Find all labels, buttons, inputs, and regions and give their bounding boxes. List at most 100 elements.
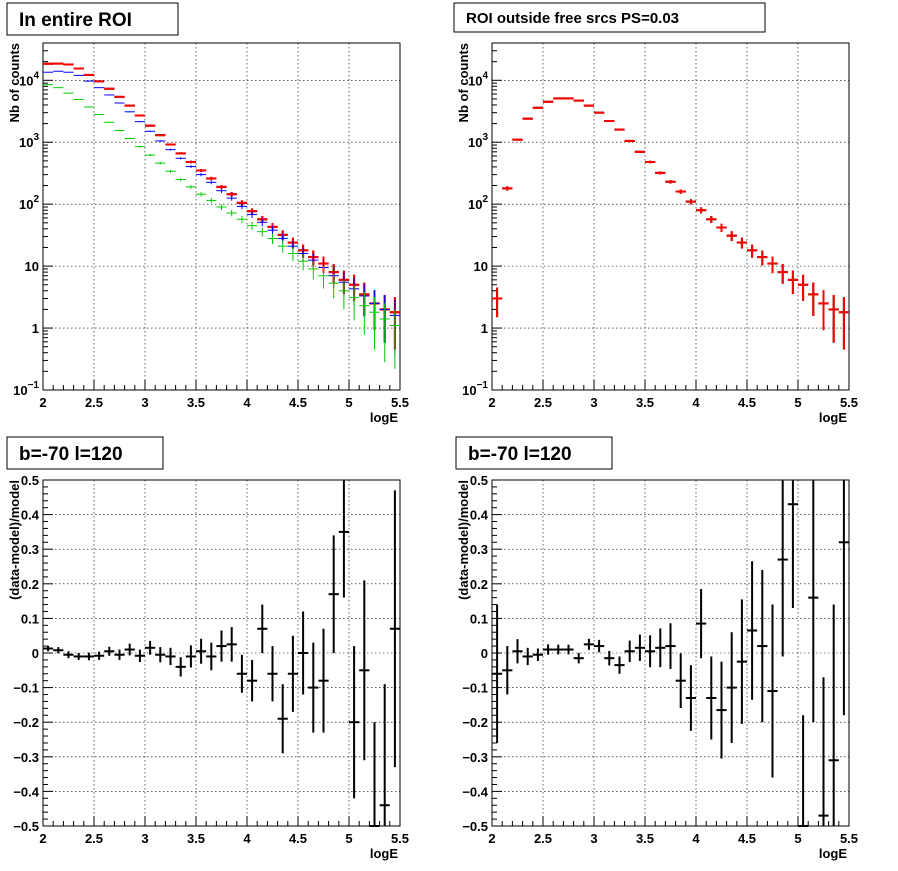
x-tick-label: 4.5 [289,395,307,410]
data-point [63,71,74,73]
data-point [73,74,84,76]
data-point [594,111,605,114]
x-axis-title: logE [819,846,847,861]
data-point [236,203,247,210]
data-point [185,165,196,168]
data-point [308,642,319,733]
data-point [257,218,268,227]
chart-panel-4: b=-70 l=120 2 2.5 3 3.5 4 4.5 5 5.5 −0.5 −0.4 −0.3 −… [455,436,858,861]
x-tick-label: 5.5 [391,395,409,410]
data-point [104,94,115,96]
plot-frame [491,42,850,391]
data-point [124,643,135,656]
x-tick-label: 4 [243,831,251,846]
data-point [685,199,696,205]
data-point [573,99,584,102]
data-point [757,569,768,723]
y-tick-label: −0.4 [462,784,488,799]
data-point [298,611,309,695]
data-point [553,97,564,100]
x-axis-title: logE [370,846,398,861]
data-point [236,654,247,693]
data-point [726,632,737,743]
y-axis-title: (data-model)/model [456,480,471,600]
data-point [359,292,370,335]
data-point [777,264,788,284]
x-axis-title: logE [819,410,847,425]
data-point [338,279,349,310]
y-tick-label: −0.4 [13,784,39,799]
chart-panel-1: In entire ROI 2 2.5 3 3.5 4 4.5 5 5.5 10−1 1 10 102 1… [6,2,409,425]
data-point [145,154,156,157]
y-tick-label: 0.2 [21,577,39,592]
y-axis-title: Nb of counts [7,43,22,122]
series-4 [43,84,400,369]
data-point [43,645,54,652]
data-point [155,647,166,663]
data-point [665,623,676,669]
x-tick-label: 3.5 [187,395,205,410]
data-point [389,490,400,768]
data-point [216,188,227,193]
data-point [736,237,747,249]
data-point [206,198,217,204]
series-3 [43,70,400,358]
y-tick-label: 10−1 [462,380,488,398]
data-point [114,649,125,660]
data-point [104,646,115,656]
data-point [83,80,94,82]
data-point [838,297,849,350]
data-point [532,648,543,661]
data-point [767,604,778,778]
data-point [206,642,217,671]
data-point [808,480,819,723]
data-point [124,111,135,113]
chart-title-box [453,2,766,33]
x-tick-label: 4.5 [289,831,307,846]
chart-title: In entire ROI [19,10,132,31]
x-tick-label: 4 [692,831,700,846]
data-point [134,145,145,148]
data-point [175,157,186,160]
y-tick-label: −0.2 [462,715,488,730]
data-point [216,185,227,189]
data-point [726,231,737,242]
y-tick-label: 0.3 [470,542,488,557]
data-point [828,604,839,826]
y-tick-label: 0.4 [21,508,40,523]
data-point [43,71,54,73]
data-point [583,638,594,650]
data-point [747,244,758,258]
data-point [236,215,247,224]
data-point [43,84,54,86]
data-point [543,644,554,655]
data-point [267,226,278,235]
data-point [145,640,156,655]
y-tick-label: 1 [32,321,39,336]
data-point [522,647,533,666]
data-point [808,282,819,316]
data-point [747,561,758,700]
y-tick-label: −0.3 [13,750,39,765]
data-point [522,117,533,120]
data-point [614,656,625,674]
data-point [165,169,176,173]
data-point [216,630,227,662]
data-point [226,210,237,217]
y-tick-label: 103 [19,132,39,150]
x-tick-label: 2 [488,395,495,410]
x-tick-label: 5.5 [391,831,409,846]
x-tick-label: 2 [39,395,46,410]
data-point [175,152,186,155]
data-point [787,270,798,295]
data-point [318,628,329,733]
x-tick-label: 2 [39,831,46,846]
series-1 [492,480,849,827]
data-point [716,223,727,232]
x-tick-label: 5 [345,395,352,410]
data-point [645,635,656,668]
y-tick-label: 0.4 [470,508,489,523]
data-point [665,180,676,184]
data-point [838,480,849,716]
